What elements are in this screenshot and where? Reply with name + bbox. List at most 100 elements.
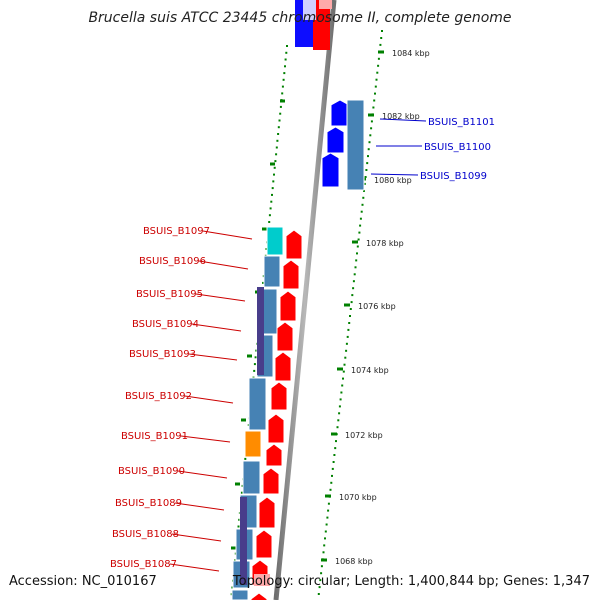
- left-gene-label-BSUIS_B1088[interactable]: BSUIS_B1088: [112, 529, 179, 540]
- inner-track-dot: [270, 200, 273, 203]
- outer-track-dot: [375, 78, 378, 81]
- outer-track-dot: [357, 238, 360, 241]
- inner-track-dot: [281, 85, 284, 88]
- outer-track-dot: [332, 461, 335, 463]
- inner-track-dot: [273, 166, 276, 169]
- gene-bar-1096: [263, 255, 281, 288]
- left-gene-label-BSUIS_B1091[interactable]: BSUIS_B1091: [121, 431, 188, 442]
- inner-track-dot: [279, 112, 282, 115]
- inner-track-dot: [286, 45, 288, 47]
- outer-track-dot: [374, 85, 377, 88]
- outer-track-dot: [381, 30, 383, 32]
- outer-track-dot: [325, 523, 328, 526]
- top-pink-feature: [319, 0, 332, 9]
- right-leader-BSUIS_B1101: [379, 118, 427, 122]
- ruler-label-0: 1084 kbp: [392, 49, 430, 58]
- inner-track-dot: [268, 221, 271, 223]
- forward-cds-2: [279, 290, 297, 322]
- left-gene-label-BSUIS_B1090[interactable]: BSUIS_B1090: [118, 466, 185, 477]
- ruler-label-7: 1070 kbp: [339, 493, 377, 502]
- outer-track-dot: [361, 203, 364, 206]
- outer-track-dot: [320, 565, 323, 568]
- outer-track-dot: [318, 586, 321, 589]
- forward-cds-0: [285, 229, 303, 260]
- gene-features: [231, 0, 365, 600]
- outer-track-dot: [380, 37, 383, 39]
- outer-track-dot: [360, 210, 363, 213]
- left-leader-BSUIS_B1093: [188, 353, 238, 361]
- inner-track-dot: [234, 559, 237, 562]
- left-leader-BSUIS_B1088: [171, 533, 222, 542]
- outer-track-dot: [344, 356, 347, 359]
- top-red-feature: [313, 0, 330, 50]
- outer-track-dot: [342, 377, 344, 380]
- inner-track-dot: [284, 58, 287, 61]
- tick-marks: 1084 kbp 1082 kbp 1080 kbp 1078 kbp 1076 kbp…: [230, 30, 430, 596]
- outer-track-dot: [330, 481, 333, 484]
- forward-cds-4: [274, 351, 292, 382]
- left-leader-BSUIS_B1091: [180, 435, 231, 443]
- left-gene-label-BSUIS_B1094[interactable]: BSUIS_B1094: [132, 319, 199, 330]
- inner-track-dot: [277, 133, 280, 135]
- inner-track-dot: [282, 78, 285, 81]
- left-leader-BSUIS_B1096: [198, 260, 249, 270]
- dark-gene-strip-a: [257, 287, 264, 375]
- outer-track-dot: [347, 328, 350, 331]
- outer-track-dot: [365, 169, 368, 171]
- outer-track-dot: [356, 252, 358, 255]
- gene-bar-1090: [242, 460, 261, 495]
- gene-labels: BSUIS_B1101 BSUIS_B1100 BSUIS_B1099 BSUIS_B…: [110, 117, 495, 572]
- forward-cds-5: [270, 381, 288, 411]
- top-light-feature: [303, 0, 316, 20]
- left-gene-label-BSUIS_B1093[interactable]: BSUIS_B1093: [129, 349, 196, 360]
- outer-track-dot: [364, 176, 367, 178]
- left-leader-BSUIS_B1089: [174, 502, 225, 511]
- inner-track-dot: [269, 207, 272, 210]
- outer-track-dot: [358, 231, 361, 234]
- outer-track-dot: [354, 266, 357, 269]
- inner-track-dot: [253, 363, 256, 366]
- outer-track-dot: [319, 579, 322, 582]
- outer-track-dot: [349, 308, 352, 310]
- ruler-label-3: 1078 kbp: [366, 239, 404, 248]
- forward-cds-8: [262, 467, 280, 495]
- outer-track-dot: [363, 189, 365, 192]
- left-gene-label-BSUIS_B1095[interactable]: BSUIS_B1095: [136, 289, 203, 300]
- outer-track-dot: [359, 224, 362, 227]
- left-leader-BSUIS_B1087: [169, 563, 220, 572]
- outer-track-dot: [366, 162, 369, 165]
- outer-track-dot: [343, 363, 346, 366]
- forward-cds-7: [265, 443, 283, 467]
- ruler-label-2: 1080 kbp: [374, 176, 412, 185]
- outer-track-dot: [340, 391, 343, 394]
- inner-track-dot: [275, 153, 278, 156]
- right-gene-label-BSUIS_B1099[interactable]: BSUIS_B1099: [420, 171, 487, 182]
- chart-title: Brucella suis ATCC 23445 chromosome II, …: [88, 10, 512, 26]
- outer-track-dot: [327, 502, 330, 505]
- right-gene-label-BSUIS_B1100[interactable]: BSUIS_B1100: [424, 142, 491, 153]
- inner-track-dot: [262, 281, 265, 284]
- left-gene-label-BSUIS_B1089[interactable]: BSUIS_B1089: [115, 498, 182, 509]
- left-gene-label-BSUIS_B1087[interactable]: BSUIS_B1087: [110, 559, 177, 570]
- outer-track-dot: [345, 349, 348, 352]
- inner-track-dot: [271, 187, 274, 190]
- outer-track-dot: [326, 516, 329, 519]
- left-gene-label-BSUIS_B1096[interactable]: BSUIS_B1096: [139, 256, 206, 267]
- inner-track-dot: [268, 214, 271, 217]
- outer-track-dot: [353, 273, 356, 276]
- left-gene-label-BSUIS_B1092[interactable]: BSUIS_B1092: [125, 391, 192, 402]
- ruler-label-6: 1072 kbp: [345, 431, 383, 440]
- outer-track-dot: [352, 287, 355, 290]
- outer-track-dot: [342, 370, 345, 373]
- ruler-label-4: 1076 kbp: [358, 302, 396, 311]
- outer-track-dot: [334, 447, 337, 450]
- inner-track-dot: [277, 126, 280, 129]
- right-gene-label-BSUIS_B1101[interactable]: BSUIS_B1101: [428, 117, 495, 128]
- ruler-label-8: 1068 kbp: [335, 557, 373, 566]
- left-leader-BSUIS_B1095: [195, 293, 246, 302]
- outer-track-dot: [349, 315, 351, 317]
- outer-track-dot: [336, 426, 339, 429]
- forward-cds-12: [250, 592, 268, 600]
- left-gene-label-BSUIS_B1097[interactable]: BSUIS_B1097: [143, 226, 210, 237]
